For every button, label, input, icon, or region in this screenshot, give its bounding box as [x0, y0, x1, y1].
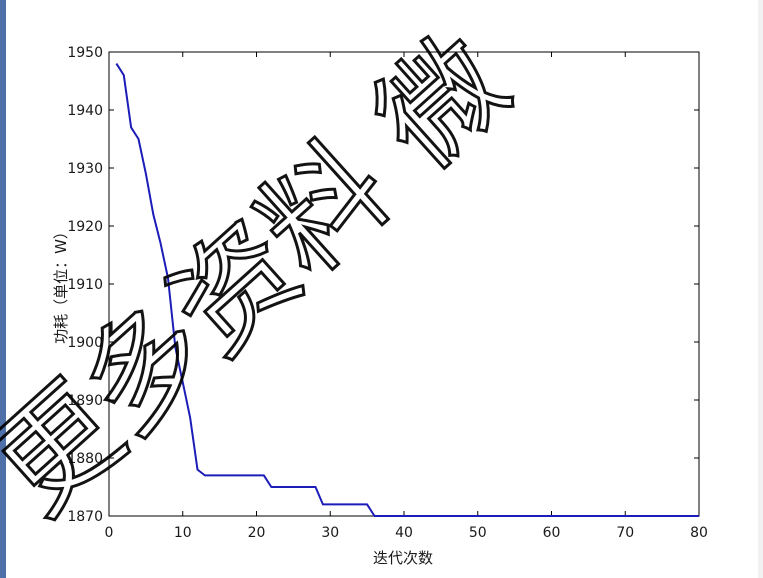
- x-tick-label: 30: [321, 525, 339, 541]
- y-tick-label: 1880: [67, 451, 103, 467]
- y-tick-labels: 1870 1880 1890 1900 1910 1920 1930 1940 1950: [67, 45, 103, 525]
- y-tick-label: 1900: [67, 335, 103, 351]
- x-tick-label: 0: [105, 525, 114, 541]
- y-tick-label: 1870: [67, 509, 103, 525]
- series-line-power: [115, 63, 699, 517]
- figure-left-border: [0, 0, 6, 578]
- x-tick-label: 50: [469, 525, 487, 541]
- x-tick-labels: 0 10 20 30 40 50 60 70 80: [105, 525, 708, 541]
- x-axis-title: 迭代次数: [373, 549, 433, 567]
- y-tick-label: 1890: [67, 393, 103, 409]
- x-tick-label: 70: [616, 525, 634, 541]
- x-tick-label: 80: [690, 525, 708, 541]
- x-tick-label: 10: [174, 525, 192, 541]
- y-tick-label: 1910: [67, 277, 103, 293]
- x-tick-label: 60: [543, 525, 561, 541]
- plot-area: [108, 51, 700, 517]
- y-tick-label: 1940: [67, 103, 103, 119]
- x-tick-label: 40: [395, 525, 413, 541]
- figure-right-edge: [758, 0, 763, 578]
- y-tick-label: 1950: [67, 45, 103, 61]
- y-tick-label: 1920: [67, 219, 103, 235]
- y-tick-label: 1930: [67, 161, 103, 177]
- y-axis-title: 功耗（单位：W）: [52, 224, 70, 344]
- x-tick-label: 20: [248, 525, 266, 541]
